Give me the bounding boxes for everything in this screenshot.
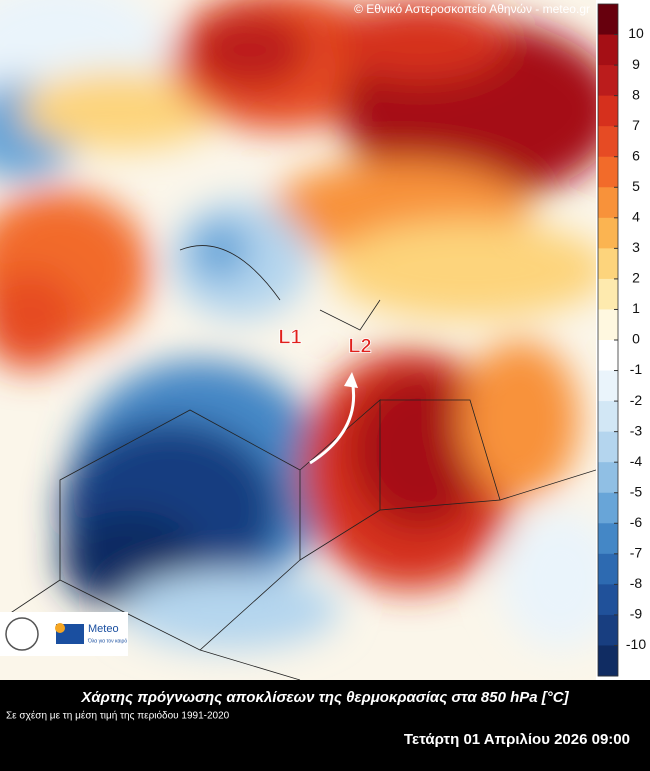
colorbar-swatch [598, 34, 618, 66]
colorbar-swatch [598, 401, 618, 433]
colorbar-swatch [598, 614, 618, 646]
colorbar-label: 6 [632, 147, 640, 163]
colorbar-label: 9 [632, 56, 640, 72]
colorbar-label: -6 [630, 514, 643, 530]
footer-date: Τετάρτη 01 Απριλίου 2026 09:00 [404, 731, 630, 748]
colorbar-label: -3 [630, 422, 643, 438]
colorbar-swatch [598, 278, 618, 310]
colorbar-swatch [598, 462, 618, 494]
colorbar-swatch [598, 4, 618, 36]
colorbar-label: 0 [632, 331, 640, 347]
marker-label: L1 [278, 326, 301, 348]
colorbar-label: -5 [630, 483, 643, 499]
colorbar-label: -2 [630, 392, 643, 408]
colorbar-swatch [598, 340, 618, 372]
colorbar-label: 1 [632, 300, 640, 316]
seal [5, 617, 39, 651]
colorbar-label: -1 [630, 361, 643, 377]
colorbar-label: -10 [626, 636, 646, 652]
colorbar-swatch [598, 370, 618, 402]
colorbar-label: 7 [632, 117, 640, 133]
colorbar-swatch [598, 187, 618, 219]
arrow [309, 379, 356, 465]
colorbar-swatch [598, 95, 618, 127]
logo-tagline: Όλα για τον καιρό [87, 637, 127, 644]
borders [0, 245, 596, 680]
footer-subtitle: Σε σχέση με τη μέση τιμή της περιόδου 19… [6, 710, 230, 722]
colorbar-label: 5 [632, 178, 640, 194]
colorbar-swatch [598, 248, 618, 280]
credit: © Εθνικό Αστεροσκοπείο Αθηνών - meteo.gr [354, 2, 590, 16]
arrow-head [344, 372, 358, 388]
colorbar-swatch [598, 65, 618, 97]
colorbar-label: -8 [630, 575, 643, 591]
colorbar-swatch [598, 523, 618, 555]
colorbar-label: -9 [630, 606, 643, 622]
colorbar-label: 3 [632, 239, 640, 255]
logo-sun [55, 623, 65, 633]
colorbar-swatch [598, 645, 618, 677]
colorbar-swatch [598, 126, 618, 158]
colorbar-label: 8 [632, 86, 640, 102]
colorbar-label: 10 [628, 25, 644, 41]
colorbar-swatch [598, 431, 618, 463]
colorbar-swatch [598, 156, 618, 188]
colorbar-swatch [598, 309, 618, 341]
map: L1 L2 © Εθνικό Αστεροσκοπείο Αθηνών - me… [0, 0, 596, 680]
colorbar-label: 2 [632, 270, 640, 286]
colorbar-label: 4 [632, 209, 640, 225]
colorbar-swatch [598, 217, 618, 249]
marker-label: L2 [348, 335, 371, 357]
colorbar-swatch [598, 553, 618, 585]
colorbar-swatch [598, 492, 618, 524]
logo-name: Meteo [88, 623, 119, 635]
colorbar-swatch [598, 584, 618, 616]
colorbar-label: -7 [630, 545, 643, 561]
footer-title: Χάρτης πρόγνωσης αποκλίσεων της θερμοκρα… [80, 689, 569, 706]
colorbar-label: -4 [630, 453, 643, 469]
